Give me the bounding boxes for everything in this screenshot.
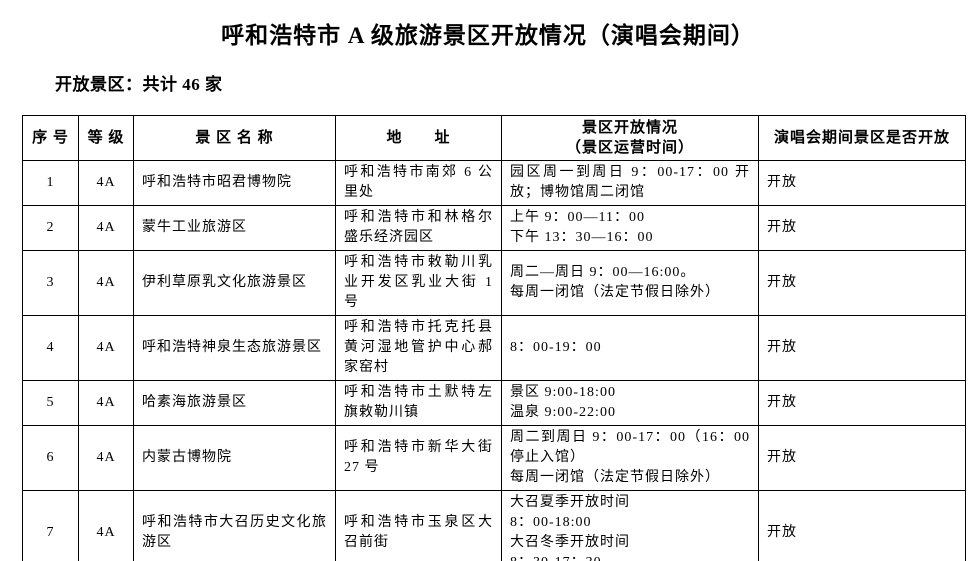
- name-cell: 伊利草原乳文化旅游景区: [133, 250, 336, 316]
- table-header-row: 序 号 等 级 景 区 名 称 地 址 景区开放情况 （景区运营时间） 演唱会期…: [22, 115, 966, 161]
- concert-status-cell: 开放: [758, 315, 966, 381]
- table-row: 3 4A 伊利草原乳文化旅游景区 呼和浩特市敕勒川乳业开发区乳业大街 1 号 周…: [22, 250, 966, 316]
- table-row: 7 4A 呼和浩特市大召历史文化旅游区 呼和浩特市玉泉区大召前街 大召夏季开放时…: [22, 490, 966, 561]
- address-cell: 呼和浩特市南郊 6 公里处: [335, 160, 502, 206]
- name-cell: 哈素海旅游景区: [133, 380, 336, 426]
- row-number-cell: 5: [22, 380, 79, 426]
- table-row: 5 4A 哈素海旅游景区 呼和浩特市土默特左旗敕勒川镇 景区 9:00-18:0…: [22, 380, 966, 426]
- row-number-cell: 7: [22, 490, 79, 561]
- row-number-cell: 4: [22, 315, 79, 381]
- grade-cell: 4A: [78, 490, 134, 561]
- grade-cell: 4A: [78, 160, 134, 206]
- hours-cell: 大召夏季开放时间 8：00-18:00 大召冬季开放时间 8：30-17：30: [501, 490, 759, 561]
- name-cell: 蒙牛工业旅游区: [133, 205, 336, 251]
- address-cell: 呼和浩特市玉泉区大召前街: [335, 490, 502, 561]
- name-cell: 呼和浩特神泉生态旅游景区: [133, 315, 336, 381]
- name-cell: 呼和浩特市昭君博物院: [133, 160, 336, 206]
- row-number-cell: 1: [22, 160, 79, 206]
- address-cell: 呼和浩特市土默特左旗敕勒川镇: [335, 380, 502, 426]
- table-row: 2 4A 蒙牛工业旅游区 呼和浩特市和林格尔盛乐经济园区 上午 9：00—11：…: [22, 205, 966, 251]
- col-header-address: 地 址: [335, 115, 502, 161]
- row-number-cell: 3: [22, 250, 79, 316]
- hours-cell: 周二—周日 9：00—16:00。 每周一闭馆（法定节假日除外）: [501, 250, 759, 316]
- table-row: 6 4A 内蒙古博物院 呼和浩特市新华大街 27 号 周二到周日 9：00-17…: [22, 425, 966, 491]
- hours-cell: 上午 9：00—11：00 下午 13：30—16：00: [501, 205, 759, 251]
- grade-cell: 4A: [78, 250, 134, 316]
- address-cell: 呼和浩特市新华大街 27 号: [335, 425, 502, 491]
- col-header-grade: 等 级: [78, 115, 134, 161]
- grade-cell: 4A: [78, 425, 134, 491]
- address-cell: 呼和浩特市托克托县黄河湿地管护中心郝家窑村: [335, 315, 502, 381]
- hours-cell: 园区周一到周日 9：00-17：00 开放；博物馆周二闭馆: [501, 160, 759, 206]
- grade-cell: 4A: [78, 205, 134, 251]
- address-cell: 呼和浩特市和林格尔盛乐经济园区: [335, 205, 502, 251]
- grade-cell: 4A: [78, 380, 134, 426]
- col-header-hours: 景区开放情况 （景区运营时间）: [501, 115, 759, 161]
- col-header-concert-open: 演唱会期间景区是否开放: [758, 115, 966, 161]
- col-header-index: 序 号: [22, 115, 79, 161]
- row-number-cell: 6: [22, 425, 79, 491]
- name-cell: 内蒙古博物院: [133, 425, 336, 491]
- attractions-table: 序 号 等 级 景 区 名 称 地 址 景区开放情况 （景区运营时间） 演唱会期…: [22, 115, 966, 561]
- concert-status-cell: 开放: [758, 380, 966, 426]
- row-number-cell: 2: [22, 205, 79, 251]
- address-cell: 呼和浩特市敕勒川乳业开发区乳业大街 1 号: [335, 250, 502, 316]
- concert-status-cell: 开放: [758, 160, 966, 206]
- hours-cell: 8：00-19：00: [501, 315, 759, 381]
- concert-status-cell: 开放: [758, 250, 966, 316]
- table-row: 1 4A 呼和浩特市昭君博物院 呼和浩特市南郊 6 公里处 园区周一到周日 9：…: [22, 160, 966, 206]
- hours-cell: 周二到周日 9：00-17：00（16：00 停止入馆） 每周一闭馆（法定节假日…: [501, 425, 759, 491]
- concert-status-cell: 开放: [758, 425, 966, 491]
- name-cell: 呼和浩特市大召历史文化旅游区: [133, 490, 336, 561]
- open-attractions-count: 开放景区：共计 46 家: [55, 75, 223, 94]
- concert-status-cell: 开放: [758, 490, 966, 561]
- page-title: 呼和浩特市 A 级旅游景区开放情况（演唱会期间）: [221, 23, 755, 48]
- table-row: 4 4A 呼和浩特神泉生态旅游景区 呼和浩特市托克托县黄河湿地管护中心郝家窑村 …: [22, 315, 966, 381]
- hours-cell: 景区 9:00-18:00 温泉 9:00-22:00: [501, 380, 759, 426]
- grade-cell: 4A: [78, 315, 134, 381]
- concert-status-cell: 开放: [758, 205, 966, 251]
- col-header-name: 景 区 名 称: [133, 115, 336, 161]
